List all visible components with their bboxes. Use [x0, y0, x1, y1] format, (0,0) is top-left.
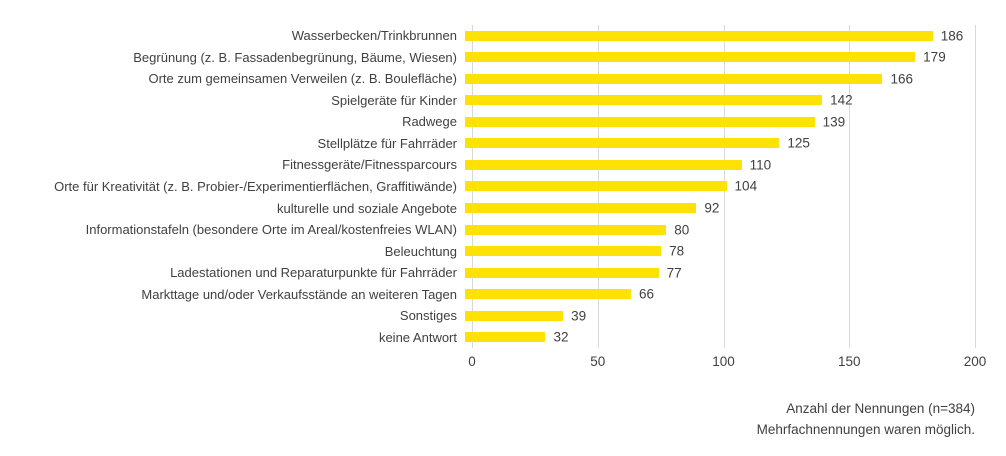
chart-row: Orte zum gemeinsamen Verweilen (z. B. Bo…: [0, 68, 1006, 90]
x-tick-label: 50: [590, 354, 606, 369]
bar-track: 92: [465, 197, 968, 219]
bar: [465, 332, 546, 343]
category-label: Wasserbecken/Trinkbrunnen: [291, 28, 457, 44]
value-label: 32: [553, 329, 569, 345]
category-label: Spielgeräte für Kinder: [331, 92, 457, 108]
bar-track: 110: [465, 154, 968, 176]
x-tick-label: 100: [712, 354, 735, 369]
gridline: [849, 25, 851, 348]
chart-row: Begrünung (z. B. Fassadenbegrünung, Bäum…: [0, 47, 1006, 69]
category-label: Sonstiges: [399, 308, 457, 324]
category-label: Begrünung (z. B. Fassadenbegrünung, Bäum…: [133, 49, 457, 65]
category-label: Informationstafeln (besondere Orte im Ar…: [85, 222, 457, 238]
bar-track: 166: [465, 68, 968, 90]
bar: [465, 267, 659, 278]
value-label: 66: [638, 286, 655, 302]
value-label: 166: [890, 71, 914, 87]
x-tick-label: 150: [837, 354, 861, 369]
value-label: 92: [704, 200, 720, 216]
category-label: Ladestationen und Reparaturpunkte für Fa…: [170, 265, 457, 281]
category-label: Radwege: [402, 114, 457, 130]
caption-line-1: Anzahl der Nennungen (n=384): [786, 401, 975, 416]
chart-row: Spielgeräte für Kinder 142: [0, 90, 1006, 112]
chart-row: Markttage und/oder Verkaufsstände an wei…: [0, 283, 1006, 305]
chart-rows: Wasserbecken/Trinkbrunnen 186 Begrünung (z…: [0, 25, 1006, 348]
chart-row: kulturelle und soziale Angebote 92: [0, 197, 1006, 219]
bar: [465, 116, 815, 127]
chart-caption: Anzahl der Nennungen (n=384) Mehrfachnen…: [757, 398, 975, 440]
x-tick-label: 0: [468, 354, 476, 369]
category-label: Markttage und/oder Verkaufsstände an wei…: [141, 286, 457, 302]
bar-track: 32: [465, 326, 968, 348]
chart-row: Sonstiges 39: [0, 305, 1006, 327]
chart-row: Ladestationen und Reparaturpunkte für Fa…: [0, 262, 1006, 284]
x-tick-label: 200: [963, 354, 987, 369]
bar-track: 186: [465, 25, 968, 47]
x-axis: 0 50 100 150 200: [468, 354, 986, 372]
value-label: 142: [830, 92, 853, 108]
bar: [465, 224, 667, 235]
value-label: 179: [923, 49, 946, 65]
bar-track: 142: [465, 90, 968, 112]
category-label: keine Antwort: [378, 329, 457, 345]
bar: [465, 203, 697, 214]
bar: [465, 181, 727, 192]
bar: [465, 246, 662, 257]
value-label: 80: [674, 222, 690, 238]
bar: [465, 73, 883, 84]
chart-row: Informationstafeln (besondere Orte im Ar…: [0, 219, 1006, 241]
value-label: 125: [787, 135, 810, 151]
bar-track: 104: [465, 176, 968, 198]
bar: [465, 52, 916, 63]
bar-track: 179: [465, 47, 968, 69]
bar: [465, 138, 780, 149]
bar-track: 77: [465, 262, 968, 284]
bar-track: 39: [465, 305, 968, 327]
value-label: 78: [669, 243, 685, 259]
value-label: 104: [734, 178, 758, 194]
chart-row: keine Antwort 32: [0, 326, 1006, 348]
category-label: Beleuchtung: [384, 243, 457, 259]
category-label: Stellplätze für Fahrräder: [317, 135, 457, 151]
category-label: Orte zum gemeinsamen Verweilen (z. B. Bo…: [148, 71, 457, 87]
category-label: Orte für Kreativität (z. B. Probier-/Exp…: [54, 178, 457, 194]
value-label: 77: [666, 265, 682, 281]
chart-row: Wasserbecken/Trinkbrunnen 186: [0, 25, 1006, 47]
bar: [465, 30, 933, 41]
bar-track: 80: [465, 219, 968, 241]
chart-row: Radwege 139: [0, 111, 1006, 133]
chart-row: Fitnessgeräte/Fitnessparcours 110: [0, 154, 1006, 176]
bar-track: 125: [465, 133, 968, 155]
bar-track: 78: [465, 240, 968, 262]
value-label: 39: [571, 308, 587, 324]
chart-row: Beleuchtung 78: [0, 240, 1006, 262]
category-label: kulturelle und soziale Angebote: [277, 200, 457, 216]
value-label: 110: [749, 157, 772, 173]
value-label: 139: [822, 114, 846, 130]
bar: [465, 310, 564, 321]
gridline: [975, 25, 976, 348]
bar-track: 139: [465, 111, 968, 133]
bar-track: 66: [465, 283, 968, 305]
chart-row: Orte für Kreativität (z. B. Probier-/Exp…: [0, 176, 1006, 198]
caption-line-2: Mehrfachnennungen waren möglich.: [756, 422, 975, 437]
category-label: Fitnessgeräte/Fitnessparcours: [282, 157, 457, 173]
chart-row: Stellplätze für Fahrräder 125: [0, 133, 1006, 155]
bar: [465, 95, 823, 106]
value-label: 186: [940, 28, 964, 44]
bar: [465, 289, 631, 300]
bar: [465, 159, 742, 170]
